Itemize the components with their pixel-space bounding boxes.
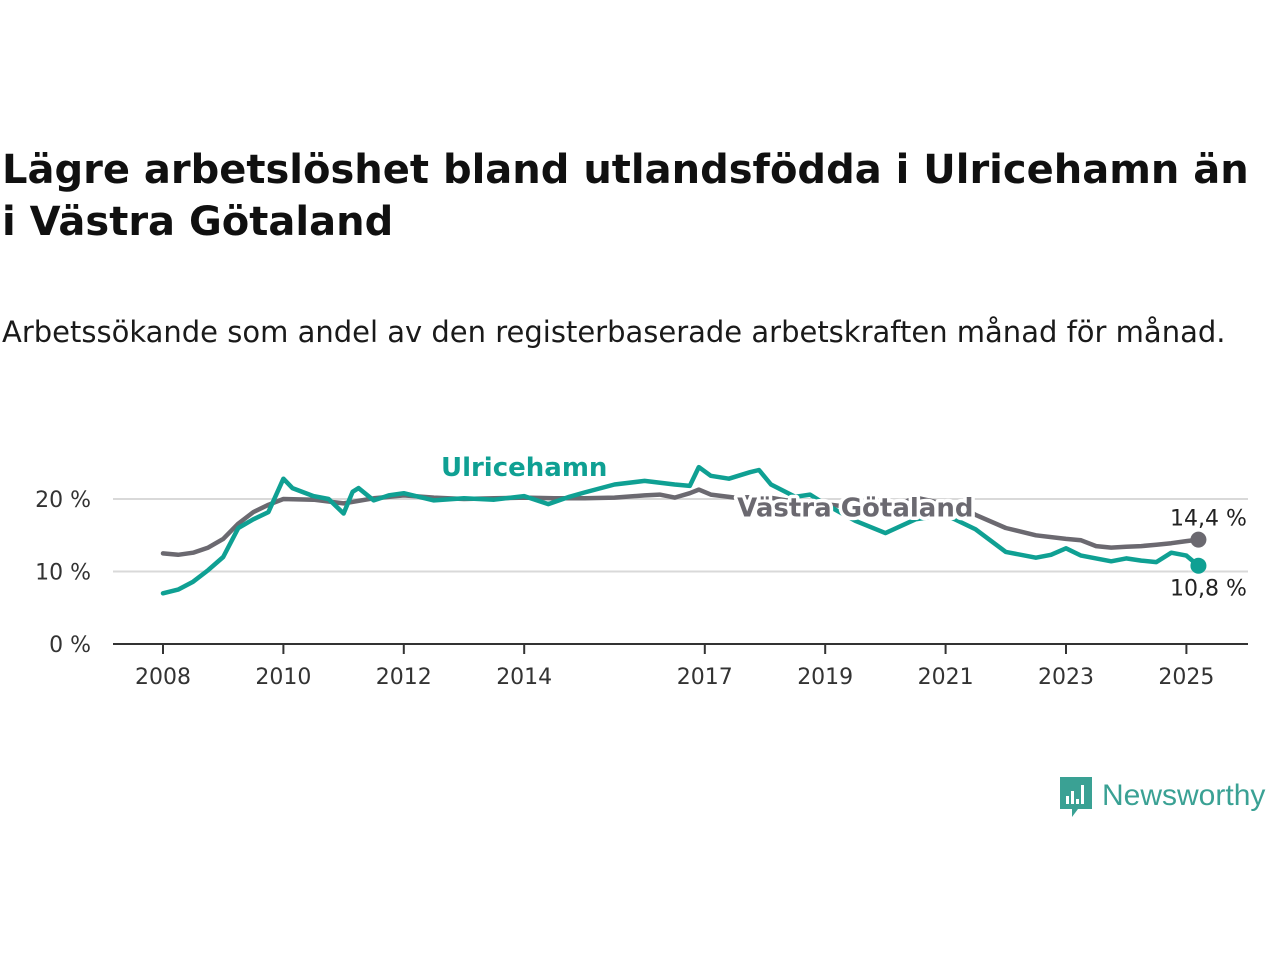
y-tick-label: 10 % [35,561,91,586]
x-tick-label: 2008 [135,665,191,690]
line-chart: 0 % 10 % 20 % 2008 2010 2012 2014 2017 2019 2021… [35,449,1248,690]
series-label: Västra Götaland [737,493,973,523]
series-label: Ulricehamn [441,453,607,483]
end-value-label: 10,8 % [1170,577,1247,602]
series-line [160,464,1201,596]
x-tick-label: 2012 [376,665,432,690]
brand-name: Newsworthy [1102,779,1266,812]
x-tick-label: 2021 [918,665,974,690]
x-tick-label: 2025 [1158,665,1214,690]
series-end-dot [1190,557,1207,574]
x-tick-label: 2019 [797,665,853,690]
end-value-label: 14,4 % [1170,507,1247,532]
grid-lines [113,498,1248,573]
x-tick-label: 2023 [1038,665,1094,690]
y-tick-labels: 0 % 10 % 20 % [35,488,91,658]
x-axis: 2008 2010 2012 2014 2017 2019 2021 2023 2025 [113,643,1248,690]
newsworthy-brand: Newsworthy [1058,772,1265,820]
newsworthy-logo-icon [1060,777,1092,817]
x-tick-label: 2017 [677,665,733,690]
series-lines [160,464,1207,596]
series-end-dot [1190,531,1207,548]
series-line [160,487,1201,558]
y-tick-label: 20 % [35,488,91,513]
x-tick-label: 2014 [496,665,552,690]
x-tick-label: 2010 [255,665,311,690]
series-labels: Ulricehamn Västra Götaland 14,4 % 10,8 % [437,449,1247,602]
chart-subtitle: Arbetssökande som andel av den registerb… [2,315,1226,349]
y-tick-label: 0 % [49,633,91,658]
chart-title: Lägre arbetslöshet bland utlandsfödda i … [2,147,1249,245]
